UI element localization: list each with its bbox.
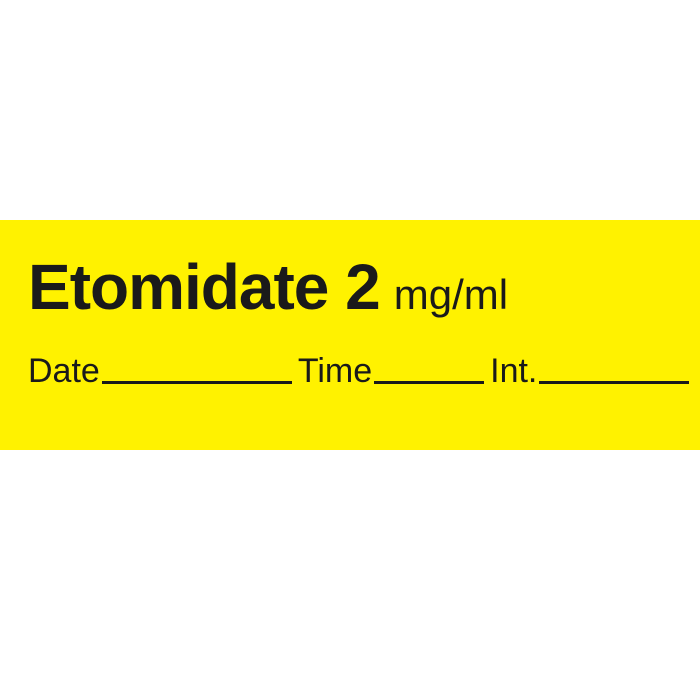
- field-label-time: Time: [298, 352, 372, 391]
- drug-name: Etomidate 2: [28, 250, 380, 324]
- field-label-date: Date: [28, 352, 100, 391]
- field-line-int[interactable]: [539, 368, 689, 384]
- medication-label: Etomidate 2 mg/ml Date Time Int.: [0, 220, 700, 450]
- field-label-int: Int.: [490, 352, 537, 391]
- drug-line: Etomidate 2 mg/ml: [28, 250, 672, 324]
- field-row: Date Time Int.: [28, 352, 672, 391]
- field-line-date[interactable]: [102, 368, 292, 384]
- drug-unit: mg/ml: [394, 271, 508, 319]
- field-line-time[interactable]: [374, 368, 484, 384]
